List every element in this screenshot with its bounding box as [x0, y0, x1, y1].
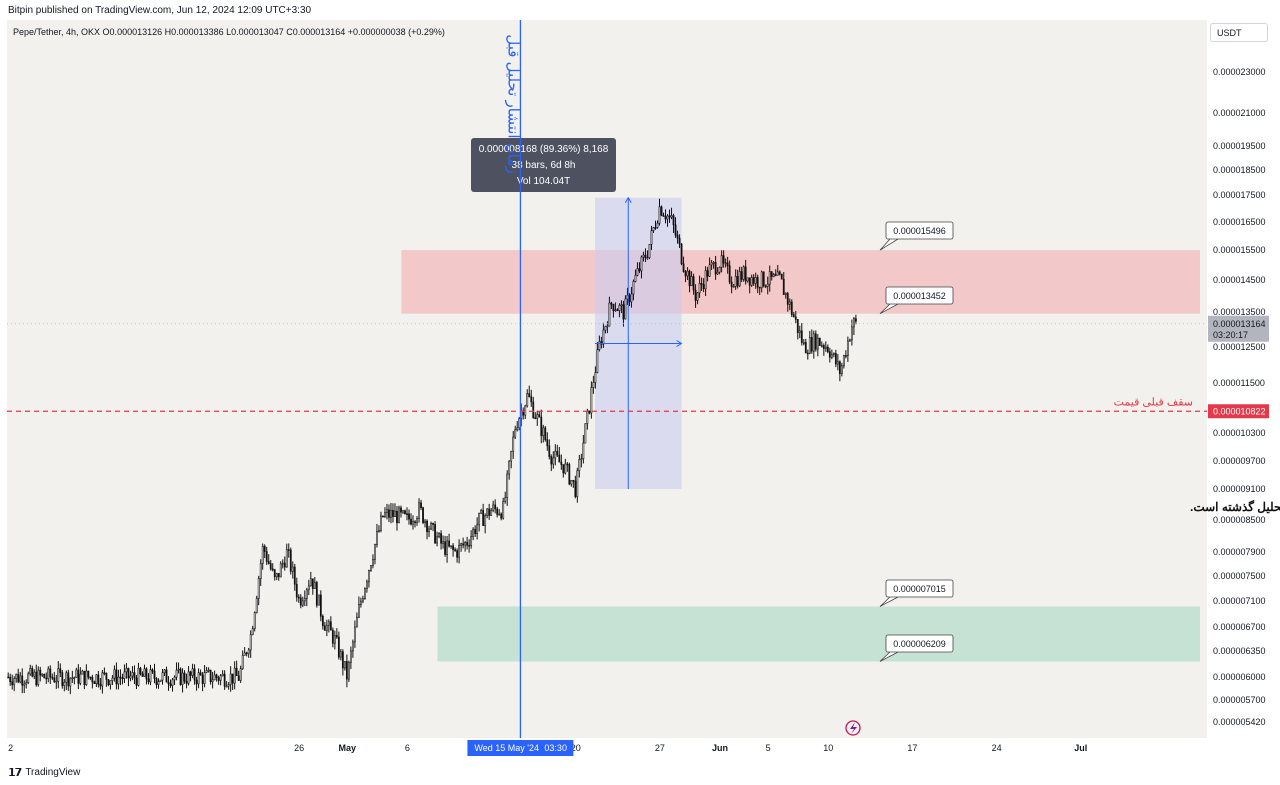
- tradingview-logo-icon: 𝟭𝟳: [8, 767, 22, 779]
- footer-brand: TradingView: [25, 767, 81, 778]
- price-axis[interactable]: [1207, 20, 1273, 738]
- footer: 𝟭𝟳 TradingView: [8, 766, 80, 779]
- currency-button[interactable]: USDT: [1210, 23, 1268, 42]
- chart-pane[interactable]: [7, 20, 1207, 738]
- time-axis[interactable]: [7, 738, 1207, 758]
- publish-info: Bitpin published on TradingView.com, Jun…: [8, 5, 312, 16]
- symbol-legend: Pepe/Tether, 4h, OKX O0.000013126 H0.000…: [13, 27, 445, 37]
